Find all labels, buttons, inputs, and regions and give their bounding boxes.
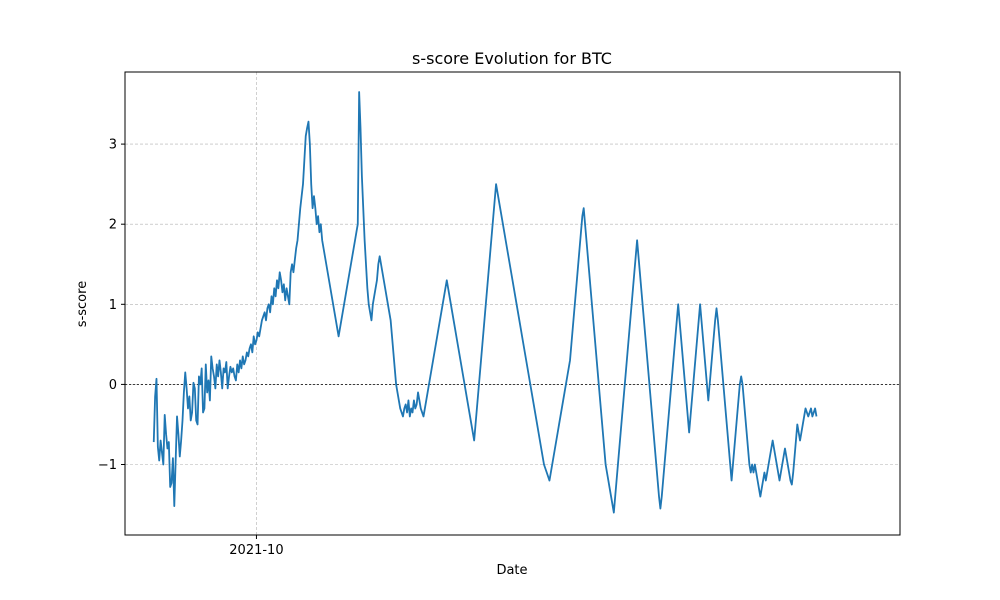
chart-title: s-score Evolution for BTC xyxy=(412,49,612,68)
x-axis-label: Date xyxy=(496,563,527,578)
y-tick-label: 1 xyxy=(109,298,117,313)
y-tick-label: 0 xyxy=(109,378,117,393)
series-line-sscore xyxy=(152,91,818,514)
y-tick-label: 2 xyxy=(109,218,117,233)
y-tick-label: 3 xyxy=(109,138,117,153)
y-axis-ticks: −1 0 1 2 3 xyxy=(98,138,125,473)
series-group xyxy=(152,91,818,514)
x-axis-ticks: 2021-10 xyxy=(229,535,284,558)
y-tick-label: −1 xyxy=(98,458,117,473)
y-axis-label: s-score xyxy=(75,281,90,327)
plot-frame xyxy=(124,71,901,536)
x-tick-label: 2021-10 xyxy=(229,543,283,558)
